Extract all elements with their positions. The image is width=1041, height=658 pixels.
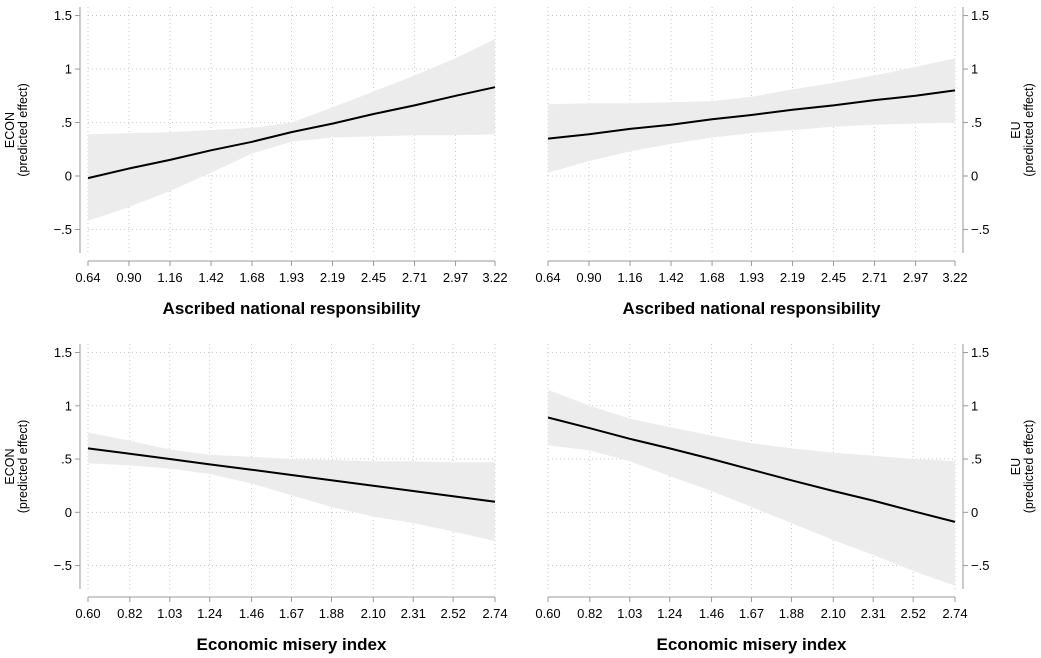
prediction-line bbox=[547, 416, 956, 523]
x-tick-label: 0.82 bbox=[577, 606, 602, 621]
x-tick-label: 3.22 bbox=[942, 270, 967, 285]
y-axis-title-line: EU bbox=[1009, 458, 1023, 475]
confidence-band bbox=[88, 432, 495, 542]
y-tick-label: 0 bbox=[971, 505, 978, 520]
x-axis-title: Economic misery index bbox=[197, 635, 387, 654]
x-tick-label: 2.45 bbox=[361, 270, 386, 285]
y-axis-title: ECON(predicted effect) bbox=[3, 420, 30, 514]
x-tick-label: 1.03 bbox=[157, 606, 182, 621]
x-tick-label: 1.16 bbox=[617, 270, 642, 285]
x-tick-label: 2.97 bbox=[903, 270, 928, 285]
y-axis-title: EU(predicted effect) bbox=[1009, 420, 1036, 514]
confidence-band bbox=[548, 389, 955, 586]
y-tick-label: −.5 bbox=[54, 558, 72, 573]
y-axis-title-line: (predicted effect) bbox=[1022, 83, 1036, 177]
y-tick-label: .5 bbox=[971, 452, 982, 467]
x-axis-title: Economic misery index bbox=[657, 635, 847, 654]
x-axis-title: Ascribed national responsibility bbox=[623, 299, 881, 318]
x-tick-label: 2.31 bbox=[861, 606, 886, 621]
prediction-line bbox=[547, 89, 956, 140]
x-tick-label: 2.74 bbox=[942, 606, 967, 621]
x-tick-label: 2.52 bbox=[901, 606, 926, 621]
x-tick-label: 2.19 bbox=[780, 270, 805, 285]
y-tick-label: 1 bbox=[971, 398, 978, 413]
x-tick-label: 2.74 bbox=[482, 606, 507, 621]
x-tick-label: 2.10 bbox=[361, 606, 386, 621]
y-tick-label: .5 bbox=[971, 115, 982, 130]
x-tick-label: 1.88 bbox=[779, 606, 804, 621]
x-axis-title: Ascribed national responsibility bbox=[163, 299, 421, 318]
x-tick-label: 1.93 bbox=[739, 270, 764, 285]
x-tick-label: 1.42 bbox=[198, 270, 223, 285]
y-tick-label: 1.5 bbox=[971, 345, 989, 360]
y-tick-label: 1.5 bbox=[54, 8, 72, 23]
x-tick-label: 1.24 bbox=[657, 606, 682, 621]
x-tick-label: 1.42 bbox=[658, 270, 683, 285]
y-axis-title-line: ECON bbox=[3, 112, 17, 148]
x-tick-label: 2.71 bbox=[402, 270, 427, 285]
x-tick-label: 1.67 bbox=[279, 606, 304, 621]
y-tick-label: 0 bbox=[65, 505, 72, 520]
y-axis-title: EU(predicted effect) bbox=[1009, 83, 1036, 177]
chart-panel-bottom-left: 0.60 0.82 1.03 1.24 1.46 1.67 1.88 2.10 2.31 2.52… bbox=[3, 344, 508, 654]
x-tick-label: 1.93 bbox=[279, 270, 304, 285]
x-tick-label: 1.68 bbox=[239, 270, 264, 285]
chart-panel-top-left: 0.64 0.90 1.16 1.42 1.68 1.93 2.19 2.45 2.71 2.97… bbox=[3, 7, 508, 318]
y-tick-label: −.5 bbox=[971, 222, 989, 237]
x-tick-label: 0.60 bbox=[75, 606, 100, 621]
y-axis-title-line: (predicted effect) bbox=[16, 420, 30, 514]
gridlines bbox=[87, 344, 496, 589]
prediction-line bbox=[87, 86, 496, 180]
y-axis-title-line: (predicted effect) bbox=[16, 83, 30, 177]
y-tick-label: .5 bbox=[61, 115, 72, 130]
x-tick-label: 1.88 bbox=[319, 606, 344, 621]
y-axis-title-line: ECON bbox=[3, 448, 17, 484]
y-tick-label: 1.5 bbox=[971, 8, 989, 23]
x-tick-label: 0.64 bbox=[535, 270, 560, 285]
x-tick-label: 1.46 bbox=[239, 606, 264, 621]
x-tick-label: 1.03 bbox=[617, 606, 642, 621]
y-axis-title: ECON(predicted effect) bbox=[3, 83, 30, 177]
x-tick-label: 0.82 bbox=[117, 606, 142, 621]
y-tick-label: −.5 bbox=[54, 222, 72, 237]
x-tick-label: 3.22 bbox=[482, 270, 507, 285]
y-tick-label: 1 bbox=[65, 62, 72, 77]
chart-panel-bottom-right: 0.60 0.82 1.03 1.24 1.46 1.67 1.88 2.10 2.31 2.52… bbox=[535, 344, 1036, 654]
x-tick-label: 0.60 bbox=[535, 606, 560, 621]
x-tick-label: 0.64 bbox=[75, 270, 100, 285]
y-tick-label: 1 bbox=[65, 398, 72, 413]
x-tick-label: 1.67 bbox=[739, 606, 764, 621]
x-tick-label: 1.24 bbox=[197, 606, 222, 621]
x-tick-label: 2.10 bbox=[821, 606, 846, 621]
chart-panel-top-right: 0.64 0.90 1.16 1.42 1.68 1.93 2.19 2.45 2.71 2.97… bbox=[535, 7, 1036, 318]
y-tick-label: −.5 bbox=[971, 558, 989, 573]
x-tick-label: 0.90 bbox=[116, 270, 141, 285]
y-axis-title-line: (predicted effect) bbox=[1022, 420, 1036, 514]
x-tick-label: 2.45 bbox=[821, 270, 846, 285]
x-tick-label: 2.19 bbox=[320, 270, 345, 285]
x-tick-label: 1.16 bbox=[157, 270, 182, 285]
x-tick-label: 1.46 bbox=[699, 606, 724, 621]
y-tick-label: 1.5 bbox=[54, 345, 72, 360]
confidence-band bbox=[88, 39, 495, 221]
x-tick-label: 2.52 bbox=[441, 606, 466, 621]
x-tick-label: 0.90 bbox=[576, 270, 601, 285]
x-tick-label: 2.31 bbox=[401, 606, 426, 621]
x-tick-label: 2.97 bbox=[443, 270, 468, 285]
x-tick-label: 2.71 bbox=[862, 270, 887, 285]
y-tick-label: 0 bbox=[65, 168, 72, 183]
x-tick-label: 1.68 bbox=[699, 270, 724, 285]
y-tick-label: 0 bbox=[971, 168, 978, 183]
y-tick-label: .5 bbox=[61, 452, 72, 467]
y-axis-title-line: EU bbox=[1009, 121, 1023, 138]
y-tick-label: 1 bbox=[971, 62, 978, 77]
prediction-line bbox=[87, 447, 496, 503]
